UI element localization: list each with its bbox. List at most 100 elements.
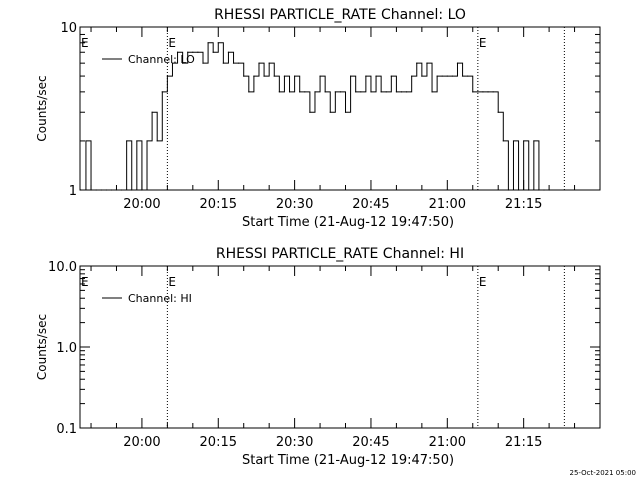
chart2-xtick-label: 20:45 xyxy=(352,435,389,450)
chart1-data-point xyxy=(80,189,82,191)
chart1-data-point xyxy=(85,140,87,142)
chart1-data-point xyxy=(456,62,459,64)
chart1-data-point xyxy=(370,91,372,93)
chart1-data-point xyxy=(411,75,413,77)
chart1-data-point xyxy=(268,62,270,64)
chart1-ylabel: Counts/sec xyxy=(35,75,49,141)
chart1-data-point xyxy=(497,111,499,113)
chart1-data-point xyxy=(375,75,377,77)
chart1-data-point xyxy=(90,189,92,191)
chart1-xtick-label: 20:00 xyxy=(123,197,160,212)
chart2-xtick-label: 21:15 xyxy=(505,435,542,450)
chart1-data-point xyxy=(146,140,148,142)
chart1-data-point xyxy=(314,91,316,93)
chart1-data-point xyxy=(304,91,306,93)
chart1-data-point xyxy=(421,75,423,77)
chart1-data-point xyxy=(232,62,235,64)
chart1-data-point xyxy=(507,189,509,191)
chart1-data-point xyxy=(299,91,301,93)
chart2-event-label-left: E xyxy=(81,275,89,289)
chart1-data-point xyxy=(110,189,112,191)
chart1-data-point xyxy=(156,140,158,142)
chart1-data-point xyxy=(426,62,428,64)
chart1-data-point xyxy=(288,91,291,93)
chart2-title: RHESSI PARTICLE_RATE Channel: HI xyxy=(216,246,464,262)
chart1-data-point xyxy=(339,91,342,93)
chart1-data-point xyxy=(334,91,336,93)
chart1-data-point xyxy=(528,189,530,191)
chart1-data-point xyxy=(278,91,280,93)
chart1-data-point xyxy=(390,75,392,77)
chart1-data-point xyxy=(182,62,184,64)
chart1-data-point xyxy=(141,189,143,191)
chart1-data-point xyxy=(151,111,153,113)
chart2-ylabel: Counts/sec xyxy=(35,314,49,380)
chart2-ytick-label: 1.0 xyxy=(56,341,77,356)
chart1-data-point xyxy=(548,189,550,191)
chart1-plot-frame xyxy=(79,26,601,191)
chart1-data-point xyxy=(446,75,448,77)
chart2-xtick-label: 20:30 xyxy=(276,435,313,450)
chart1-data-point xyxy=(517,189,520,191)
chart1-series-line xyxy=(80,42,550,191)
chart1-title: RHESSI PARTICLE_RATE Channel: LO xyxy=(214,7,466,23)
chart1-data-point xyxy=(120,189,123,191)
chart1-data-point xyxy=(492,91,494,93)
chart1-data-point xyxy=(161,91,163,93)
chart1-data-point xyxy=(166,75,168,77)
chart2-event-label: E xyxy=(479,275,487,289)
chart1-data-point xyxy=(350,75,352,77)
chart1-data-point xyxy=(360,91,362,93)
chart2-plot-frame xyxy=(79,265,601,429)
chart1-data-point xyxy=(263,75,265,77)
chart1-data-point xyxy=(543,189,545,191)
chart1-data-point xyxy=(487,91,489,93)
chart1-data-point xyxy=(171,62,174,64)
chart2-ytick-label: 0.1 xyxy=(56,422,77,437)
chart1-ytick-label: 10 xyxy=(60,21,77,36)
chart1-xtick-label: 21:15 xyxy=(505,197,542,212)
chart1-data-point xyxy=(115,189,118,191)
chart2-xtick-label: 20:15 xyxy=(200,435,237,450)
chart2-legend-label: Channel: HI xyxy=(128,292,192,305)
chart1-data-point xyxy=(400,91,403,93)
chart1-data-point xyxy=(212,51,214,53)
chart1-data-point xyxy=(380,91,382,93)
chart1-data-point xyxy=(365,75,367,77)
chart2-ytick-label: 10.0 xyxy=(48,260,77,275)
chart1-data-point xyxy=(451,75,453,77)
chart1-data-point xyxy=(523,140,525,142)
chart1-ytick-label: 1 xyxy=(69,184,77,199)
chart1-data-point xyxy=(273,75,275,77)
chart1-data-point xyxy=(187,51,189,53)
chart1-data-point xyxy=(472,91,474,93)
chart1-data-point xyxy=(217,42,219,44)
chart1-data-point xyxy=(100,189,102,191)
chart1-data-point xyxy=(207,42,209,44)
chart1-event-label: E xyxy=(168,36,176,50)
chart1-data-point xyxy=(385,91,387,93)
chart1-data-point xyxy=(319,75,321,77)
footer-timestamp: 25-Oct-2021 05:00 xyxy=(569,469,636,477)
chart1-data-point xyxy=(461,75,464,77)
chart1-data-point xyxy=(248,91,250,93)
chart1-data-point xyxy=(329,111,331,113)
chart1-data-point xyxy=(131,189,133,191)
chart1-data-point xyxy=(405,91,408,93)
chart1-data-point xyxy=(344,111,347,113)
chart1-data-point xyxy=(238,62,240,64)
chart1-data-point xyxy=(502,140,504,142)
chart1-data-point xyxy=(243,75,245,77)
chart1-data-point xyxy=(258,62,260,64)
chart1-data-point xyxy=(136,140,138,142)
chart1-data-point xyxy=(95,189,97,191)
chart1-data-point xyxy=(538,189,540,191)
chart1-data-point xyxy=(482,91,484,93)
chart1-data-point xyxy=(477,91,479,93)
chart1-legend-label: Channel: LO xyxy=(128,53,195,66)
chart1-data-point xyxy=(283,75,286,77)
chart1-data-point xyxy=(105,189,107,191)
chart1-data-point xyxy=(512,140,515,142)
